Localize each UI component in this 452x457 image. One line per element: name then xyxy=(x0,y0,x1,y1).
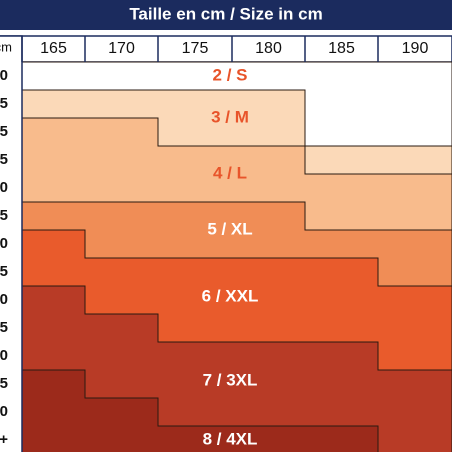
height-label: 185 xyxy=(328,40,355,57)
weight-label: 0 xyxy=(0,179,8,196)
height-label: 180 xyxy=(255,40,282,57)
height-label: 190 xyxy=(402,40,429,57)
header-title: Taille en cm / Size in cm xyxy=(129,4,322,23)
weight-label: 5 xyxy=(0,207,8,224)
unit-label: cm xyxy=(0,39,12,54)
weight-label: 5 xyxy=(0,375,8,392)
weight-label: 5 xyxy=(0,123,8,140)
size-label: 3 / M xyxy=(211,107,249,126)
size-label: 5 / XL xyxy=(207,219,252,238)
weight-label: 5 xyxy=(0,151,8,168)
weight-label: 5 xyxy=(0,95,8,112)
weight-label: 5 xyxy=(0,319,8,336)
weight-label: 0 xyxy=(0,291,8,308)
weight-label: 0 xyxy=(0,403,8,420)
size-label: 7 / 3XL xyxy=(203,371,258,390)
size-label: 4 / L xyxy=(213,163,247,182)
weight-label: 0+ xyxy=(0,431,8,448)
weight-label: 0 xyxy=(0,347,8,364)
height-label: 165 xyxy=(40,40,67,57)
size-label: 6 / XXL xyxy=(202,287,259,306)
weight-label: 0 xyxy=(0,235,8,252)
weight-label: 0 xyxy=(0,67,8,84)
height-label: 175 xyxy=(182,40,209,57)
size-label: 8 / 4XL xyxy=(203,429,258,448)
size-label: 2 / S xyxy=(213,65,248,84)
height-label: 170 xyxy=(108,40,135,57)
weight-label: 5 xyxy=(0,263,8,280)
height-row xyxy=(0,35,452,63)
header-bar xyxy=(0,0,452,30)
